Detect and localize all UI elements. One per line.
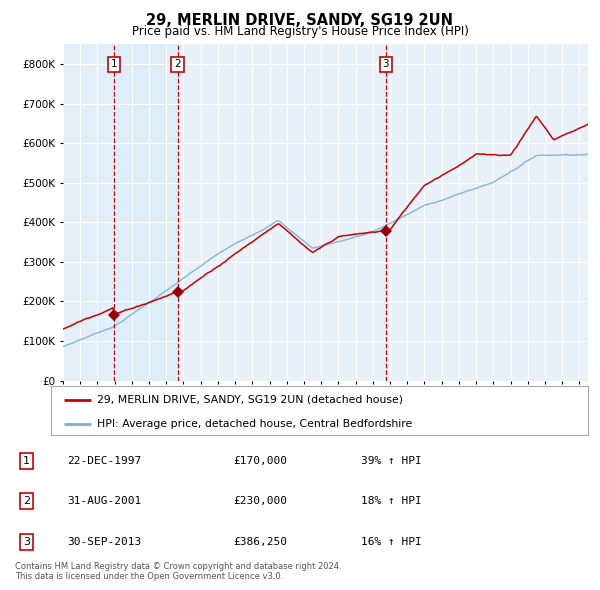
Text: 22-DEC-1997: 22-DEC-1997 (67, 456, 142, 466)
Text: 1: 1 (23, 456, 30, 466)
Text: 29, MERLIN DRIVE, SANDY, SG19 2UN: 29, MERLIN DRIVE, SANDY, SG19 2UN (146, 13, 454, 28)
Bar (63, 44, 114, 381)
Text: 30-SEP-2013: 30-SEP-2013 (67, 537, 142, 547)
Text: 31-AUG-2001: 31-AUG-2001 (67, 496, 142, 506)
Text: £386,250: £386,250 (233, 537, 287, 547)
Text: 3: 3 (382, 60, 389, 70)
Text: HPI: Average price, detached house, Central Bedfordshire: HPI: Average price, detached house, Cent… (97, 419, 412, 429)
Text: 3: 3 (23, 537, 30, 547)
Text: 1: 1 (111, 60, 118, 70)
Text: 2: 2 (175, 60, 181, 70)
Text: Contains HM Land Registry data © Crown copyright and database right 2024.
This d: Contains HM Land Registry data © Crown c… (15, 562, 341, 581)
Text: 39% ↑ HPI: 39% ↑ HPI (361, 456, 422, 466)
Text: 2: 2 (23, 496, 30, 506)
Text: 18% ↑ HPI: 18% ↑ HPI (361, 496, 422, 506)
Text: £230,000: £230,000 (233, 496, 287, 506)
Bar (114, 44, 178, 381)
Text: 16% ↑ HPI: 16% ↑ HPI (361, 537, 422, 547)
Text: Price paid vs. HM Land Registry's House Price Index (HPI): Price paid vs. HM Land Registry's House … (131, 25, 469, 38)
Text: 29, MERLIN DRIVE, SANDY, SG19 2UN (detached house): 29, MERLIN DRIVE, SANDY, SG19 2UN (detac… (97, 395, 403, 405)
Text: £170,000: £170,000 (233, 456, 287, 466)
